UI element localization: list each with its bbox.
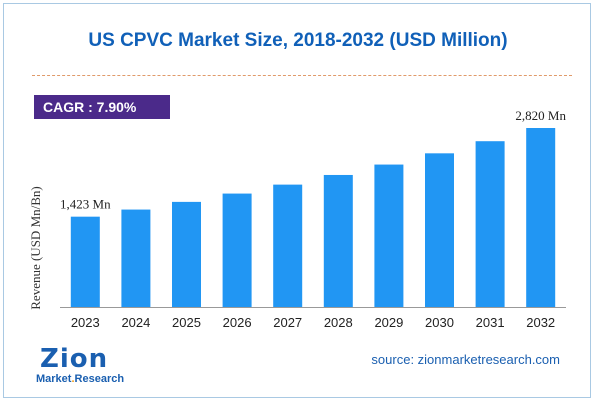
title-divider xyxy=(32,75,572,76)
data-label-2023: 1,423 Mn xyxy=(60,197,111,212)
bar-2029 xyxy=(374,164,404,307)
source-text: source: zionmarketresearch.com xyxy=(371,352,560,367)
cagr-label: CAGR : xyxy=(43,99,93,115)
x-tick-label-2026: 2026 xyxy=(223,315,252,330)
bar-2026 xyxy=(222,193,252,307)
bar-2030 xyxy=(425,153,454,307)
x-tick-label-2031: 2031 xyxy=(476,315,505,330)
x-tick-label-2024: 2024 xyxy=(121,315,150,330)
bar-2024 xyxy=(121,209,151,307)
x-tick-label-2032: 2032 xyxy=(526,315,555,330)
cagr-value: 7.90% xyxy=(96,99,137,115)
bar-2025 xyxy=(172,201,201,307)
x-tick-label-2027: 2027 xyxy=(273,315,302,330)
data-label-2032: 2,820 Mn xyxy=(515,108,566,123)
bar-2023 xyxy=(70,216,100,307)
zion-logo: Zion Market.Research xyxy=(36,345,136,391)
x-tick-label-2028: 2028 xyxy=(324,315,353,330)
cagr-badge: CAGR : 7.90% xyxy=(34,95,170,119)
x-tick-label-2023: 2023 xyxy=(71,315,100,330)
bar-2032 xyxy=(526,128,556,307)
bar-2027 xyxy=(273,184,303,307)
x-tick-label-2025: 2025 xyxy=(172,315,201,330)
logo-sub-text: Market.Research xyxy=(36,373,125,385)
x-tick-label-2029: 2029 xyxy=(374,315,403,330)
logo-main-text: Zion xyxy=(40,344,109,374)
chart-title: US CPVC Market Size, 2018-2032 (USD Mill… xyxy=(88,30,508,51)
bar-2028 xyxy=(323,174,353,307)
bar-2031 xyxy=(475,141,505,307)
x-tick-label-2030: 2030 xyxy=(425,315,454,330)
